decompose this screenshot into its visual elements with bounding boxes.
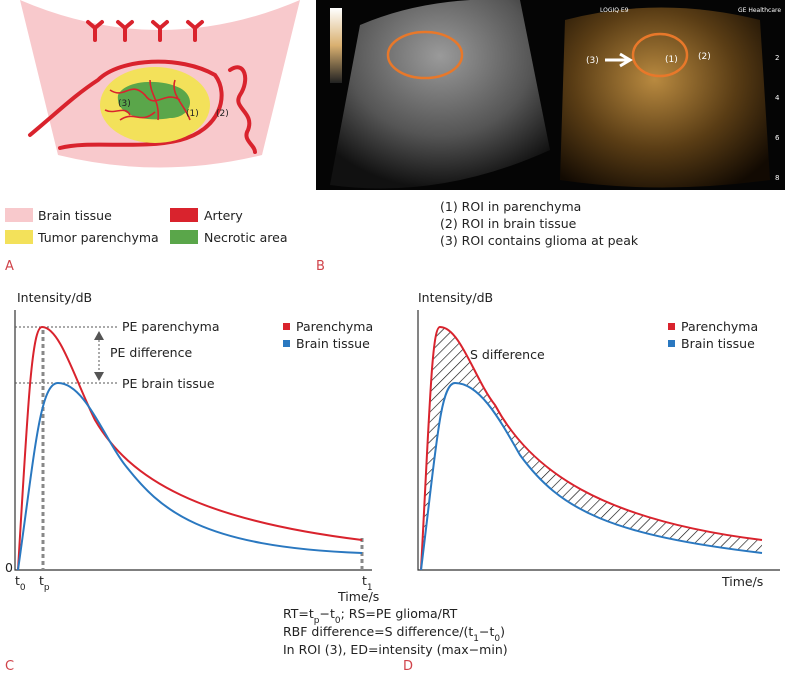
origin-label: 0	[5, 560, 13, 575]
text-run: RBF difference=S difference/(t	[283, 624, 473, 639]
panel-d: Intensity/dB Time/s S difference Parench…	[403, 290, 780, 674]
depth-label: 4	[775, 94, 780, 102]
legend-swatch	[170, 208, 198, 222]
subscript: p	[314, 616, 320, 626]
formula: RBF difference=S difference/(t1−t0)	[283, 624, 505, 644]
annotation: S difference	[470, 347, 545, 362]
legend-label: Parenchyma	[681, 319, 758, 334]
legend-swatch	[170, 230, 198, 244]
legend-swatch	[283, 323, 290, 330]
legend-swatch	[668, 323, 675, 330]
color-bar	[330, 8, 342, 83]
text-run: −t	[479, 624, 494, 639]
annotation: PE difference	[110, 345, 192, 360]
legend-label: Brain tissue	[681, 336, 755, 351]
image-label: (3)	[586, 56, 599, 66]
subscript: 0	[335, 616, 341, 626]
x-axis-label: Time/s	[337, 589, 379, 604]
axes	[14, 310, 372, 571]
caption: (2) ROI in brain tissue	[440, 216, 577, 231]
region-label: (3)	[118, 99, 131, 109]
contrast-sector	[560, 7, 770, 188]
brain-tissue-curve	[17, 381, 363, 571]
image-label: (2)	[698, 52, 711, 62]
y-axis-label: Intensity/dB	[418, 290, 493, 305]
subscript: 0	[20, 583, 26, 593]
panel-b: (3) (1) (2) GE Healthcare LOGIQ E9 2 4 6…	[316, 0, 785, 274]
roi	[631, 32, 689, 78]
region-label: (2)	[216, 109, 229, 119]
text-run: In ROI (3), ED=intensity (max−min)	[283, 642, 508, 657]
depth-label: 8	[775, 174, 779, 182]
text-run: )	[500, 624, 505, 639]
formula: In ROI (3), ED=intensity (max−min)	[283, 642, 508, 657]
panel-letter: D	[403, 659, 413, 674]
s-difference-area	[421, 327, 762, 570]
text-run: t	[362, 573, 367, 588]
legend-swatch	[283, 340, 290, 347]
text-run: RT=t	[283, 606, 314, 621]
x-axis-label: Time/s	[721, 574, 763, 589]
legend-swatch	[668, 340, 675, 347]
annotation: PE parenchyma	[122, 319, 220, 334]
legend-label: Brain tissue	[38, 208, 112, 223]
tumor-vessels	[104, 79, 191, 121]
image-label: (1)	[665, 55, 678, 65]
b-mode-sector	[330, 0, 550, 189]
brain-tissue-curve	[420, 381, 763, 571]
legend-label: Artery	[204, 208, 243, 223]
depth-label: 6	[775, 134, 780, 142]
text-run: ; RS=PE glioma/RT	[341, 606, 458, 621]
depth-label: 2	[775, 54, 779, 62]
panel-letter: B	[316, 259, 325, 274]
caption: (1) ROI in parenchyma	[440, 199, 581, 214]
arrow	[605, 52, 633, 68]
time-mark: t1	[362, 573, 373, 593]
roi	[386, 30, 464, 80]
text-run: t	[39, 573, 44, 588]
subscript: p	[44, 583, 50, 593]
subscript: 1	[367, 583, 373, 593]
annotation: PE brain tissue	[122, 376, 215, 391]
legend-label: Tumor parenchyma	[37, 230, 159, 245]
caption: (3) ROI contains glioma at peak	[440, 233, 639, 248]
legend-label: Brain tissue	[296, 336, 370, 351]
panel-c: Intensity/dB 0 Time/s PE parenchyma PE d…	[5, 290, 379, 674]
subscript: 1	[473, 634, 479, 644]
panel-letter: C	[5, 659, 14, 674]
legend-swatch	[5, 230, 33, 244]
arteries	[28, 20, 257, 154]
text-run: −t	[320, 606, 335, 621]
y-axis-label: Intensity/dB	[17, 290, 92, 305]
legend-label: Parenchyma	[296, 319, 373, 334]
axes	[417, 310, 780, 571]
legend-label: Necrotic area	[204, 230, 288, 245]
legend-swatch	[5, 208, 33, 222]
model-label: LOGIQ E9	[600, 7, 629, 14]
time-mark: tp	[39, 573, 50, 593]
formula: RT=tp−t0; RS=PE glioma/RT	[283, 606, 458, 626]
region-label: (1)	[186, 109, 199, 119]
text-run: t	[15, 573, 20, 588]
parenchyma-curve	[17, 325, 363, 571]
time-mark: t0	[15, 573, 26, 593]
panel-letter: A	[5, 259, 14, 274]
panel-a: (3) (1) (2) Brain tissue Tumor parenchym…	[5, 0, 300, 274]
device-label: GE Healthcare	[738, 7, 781, 14]
parenchyma-curve	[420, 325, 763, 571]
subscript: 0	[494, 634, 500, 644]
